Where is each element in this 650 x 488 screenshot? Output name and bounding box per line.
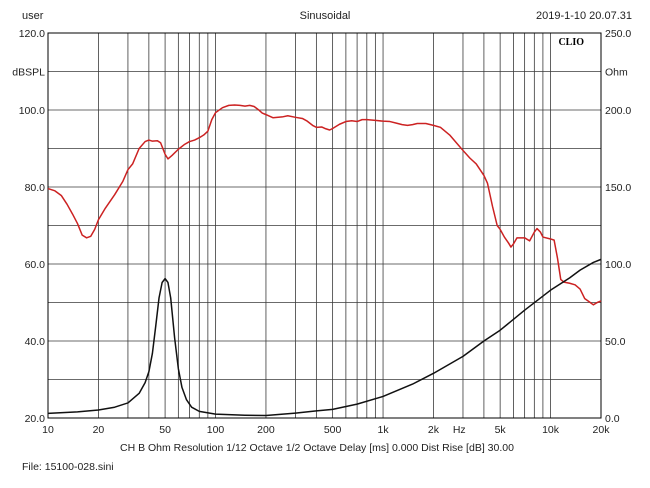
file-name: File: 15100-028.sini bbox=[22, 461, 114, 473]
y-right-tick-label: 150.0 bbox=[605, 182, 631, 194]
impedance-curve bbox=[47, 258, 602, 417]
y-right-tick-label: 50.0 bbox=[605, 336, 626, 348]
y-right-tick-label: 100.0 bbox=[605, 259, 631, 271]
grid-horizontal bbox=[48, 71, 601, 380]
curves bbox=[47, 104, 602, 417]
x-tick-label: 20 bbox=[93, 424, 105, 436]
y-right-axis-label: Ohm bbox=[605, 67, 628, 79]
y-left-tick-label: 120.0 bbox=[19, 28, 45, 40]
header-user: user bbox=[22, 10, 44, 22]
y-right-tick-label: 200.0 bbox=[605, 105, 631, 117]
y-left-tick-label: 80.0 bbox=[25, 182, 46, 194]
x-tick-label: 10 bbox=[42, 424, 54, 436]
x-tick-label: 100 bbox=[207, 424, 225, 436]
x-tick-label: 200 bbox=[257, 424, 275, 436]
header-datetime: 2019-1-10 20.07.31 bbox=[535, 10, 632, 22]
y-left-tick-label: 20.0 bbox=[25, 413, 46, 425]
x-tick-label: 50 bbox=[159, 424, 171, 436]
clio-brand-label: CLIO bbox=[558, 37, 584, 48]
y-right-tick-label: 0.0 bbox=[605, 413, 620, 425]
x-tick-label: 2k bbox=[428, 424, 440, 436]
y-left-axis-label: dBSPL bbox=[12, 67, 45, 79]
x-tick-label: 5k bbox=[495, 424, 507, 436]
x-tick-label: 500 bbox=[324, 424, 342, 436]
y-right-tick-label: 250.0 bbox=[605, 28, 631, 40]
plot-frame bbox=[47, 32, 602, 419]
x-tick-label: 1k bbox=[378, 424, 390, 436]
measurement-settings: CH B Ohm Resolution 1/12 Octave 1/2 Octa… bbox=[120, 442, 514, 454]
spl-curve bbox=[47, 104, 602, 306]
x-tick-label: 20k bbox=[593, 424, 611, 436]
x-unit-label: Hz bbox=[453, 424, 466, 436]
axis-labels: 10 20 50 100 200 500 1k 2k 5k 10k 20k Hz 20.0 40.0 60.… bbox=[12, 28, 631, 436]
y-left-tick-label: 60.0 bbox=[25, 259, 46, 271]
header-mode: Sinusoidal bbox=[299, 10, 351, 22]
y-left-tick-label: 40.0 bbox=[25, 336, 46, 348]
x-tick-label: 10k bbox=[542, 424, 560, 436]
y-left-tick-label: 100.0 bbox=[19, 105, 45, 117]
grid-vertical bbox=[98, 33, 551, 418]
